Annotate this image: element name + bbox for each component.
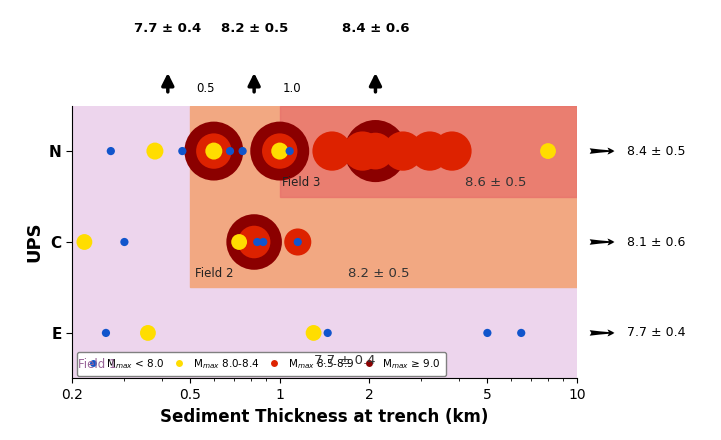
Point xyxy=(105,147,117,154)
Text: 8.1 ± 0.6: 8.1 ± 0.6 xyxy=(627,235,686,249)
Point xyxy=(142,330,154,337)
Point xyxy=(79,238,90,246)
Text: Field 2: Field 2 xyxy=(195,267,234,280)
Point xyxy=(208,147,220,154)
Text: 7.7 ± 0.4: 7.7 ± 0.4 xyxy=(627,326,686,339)
X-axis label: Sediment Thickness at trench (km): Sediment Thickness at trench (km) xyxy=(160,408,489,425)
Point xyxy=(274,147,286,154)
Point xyxy=(446,147,458,154)
Point xyxy=(308,330,319,337)
Text: Field 3: Field 3 xyxy=(283,176,321,189)
Point xyxy=(237,147,249,154)
Point xyxy=(248,238,260,246)
Text: 7.7 ± 0.4: 7.7 ± 0.4 xyxy=(314,355,375,367)
Point xyxy=(292,238,304,246)
Text: 8.6 ± 0.5: 8.6 ± 0.5 xyxy=(465,176,526,189)
Point xyxy=(248,238,260,246)
Point xyxy=(224,147,236,154)
Point xyxy=(274,147,286,154)
Point xyxy=(177,147,188,154)
Point xyxy=(119,238,131,246)
Point xyxy=(370,147,381,154)
Text: 7.7 ± 0.4: 7.7 ± 0.4 xyxy=(134,22,201,35)
Text: 8.2 ± 0.5: 8.2 ± 0.5 xyxy=(348,267,410,280)
Y-axis label: UPS: UPS xyxy=(25,222,43,262)
Point xyxy=(292,238,304,246)
Point xyxy=(327,147,338,154)
Point xyxy=(234,238,245,246)
Bar xyxy=(190,106,577,287)
Text: 0.5: 0.5 xyxy=(197,82,215,95)
Point xyxy=(397,147,409,154)
Text: 8.4 ± 0.6: 8.4 ± 0.6 xyxy=(342,22,410,35)
Point xyxy=(482,330,493,337)
Point xyxy=(208,147,220,154)
Point xyxy=(424,147,435,154)
Point xyxy=(257,238,269,246)
Point xyxy=(516,330,527,337)
Text: 8.4 ± 0.5: 8.4 ± 0.5 xyxy=(627,145,686,158)
Text: 8.2 ± 0.5: 8.2 ± 0.5 xyxy=(221,22,288,35)
Point xyxy=(284,147,296,154)
Point xyxy=(370,147,381,154)
Bar xyxy=(280,106,577,197)
Point xyxy=(322,330,333,337)
Point xyxy=(252,238,263,246)
Text: Field 1: Field 1 xyxy=(79,358,117,371)
Point xyxy=(357,147,368,154)
Point xyxy=(274,147,286,154)
Point xyxy=(100,330,112,337)
Text: 1.0: 1.0 xyxy=(283,82,301,95)
Legend: M$_{max}$ < 8.0, M$_{max}$ 8.0-8.4, M$_{max}$ 8.5-8.9, M$_{max}$ ≥ 9.0: M$_{max}$ < 8.0, M$_{max}$ 8.0-8.4, M$_{… xyxy=(77,352,446,376)
Point xyxy=(208,147,220,154)
Point xyxy=(542,147,554,154)
Point xyxy=(149,147,161,154)
